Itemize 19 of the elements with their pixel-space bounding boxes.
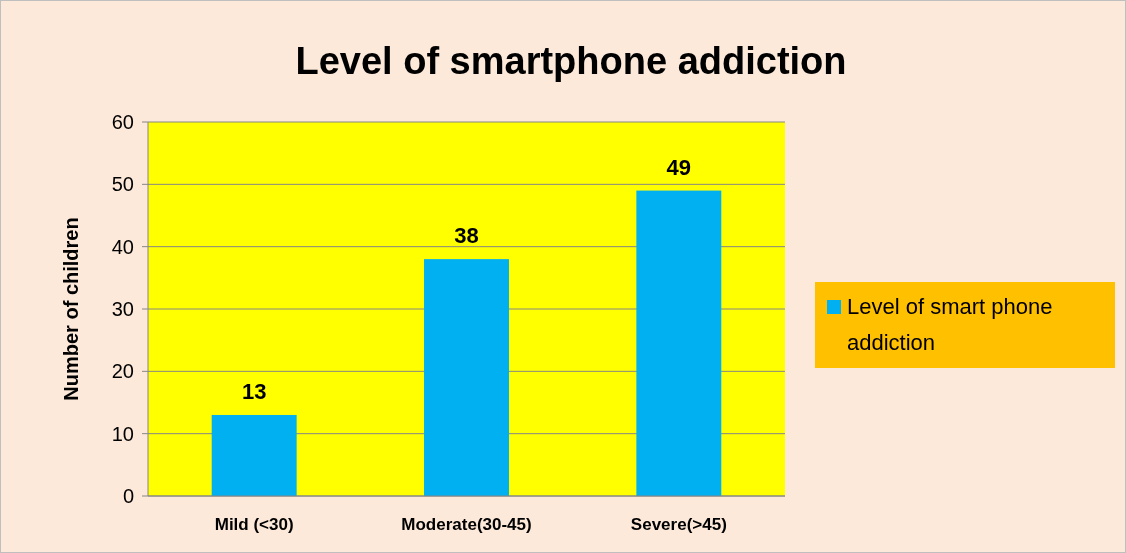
- x-tick-label: Mild (<30): [214, 515, 294, 534]
- bar: [636, 190, 722, 496]
- data-label: 49: [666, 154, 692, 180]
- y-tick-label: 20: [111, 360, 134, 383]
- y-tick-label: 10: [111, 422, 134, 445]
- y-tick-label: 50: [111, 173, 134, 196]
- y-axis-title: Number of children: [60, 217, 82, 401]
- x-tick-label: Moderate(30-45): [401, 515, 532, 534]
- bar: [211, 414, 297, 496]
- bar: [424, 259, 509, 496]
- data-label: 13: [241, 378, 267, 404]
- x-tick-label: Severe(>45): [630, 515, 727, 534]
- chart-title: Level of smartphone addiction: [295, 40, 847, 82]
- y-tick-label: 40: [111, 235, 134, 258]
- legend-label: Level of smart phone addiction: [847, 294, 1053, 355]
- y-tick-label: 30: [111, 298, 134, 320]
- y-tick-label: 60: [111, 111, 134, 133]
- data-label: 38: [454, 223, 479, 249]
- y-tick-label: 0: [122, 485, 134, 507]
